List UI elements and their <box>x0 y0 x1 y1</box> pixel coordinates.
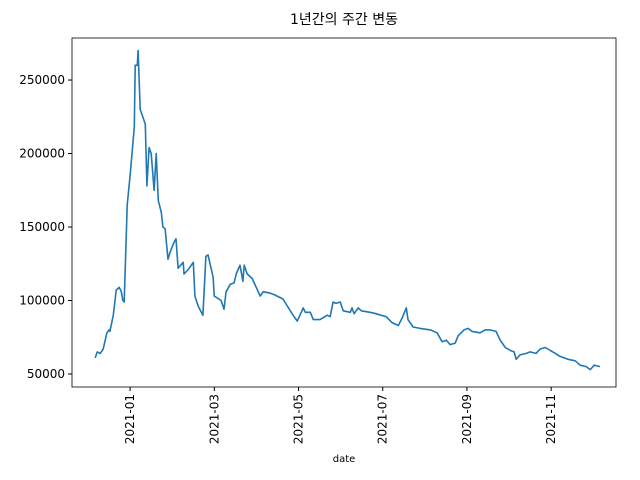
x-tick-label: 2021-05 <box>292 394 306 444</box>
x-tick-label: 2021-03 <box>207 394 221 444</box>
data-line <box>94 49 601 371</box>
x-tick-label: 2021-07 <box>376 394 390 444</box>
x-axis-label: date <box>333 454 356 465</box>
y-tick-label: 150000 <box>19 220 65 234</box>
y-tick-label: 50000 <box>27 367 65 381</box>
y-tick-label: 250000 <box>19 73 65 87</box>
x-tick-label: 2021-01 <box>123 394 137 444</box>
x-tick-label: 2021-11 <box>544 394 558 444</box>
plot-frame <box>71 37 617 388</box>
y-tick-label: 100000 <box>19 294 65 308</box>
x-tick-label: 2021-09 <box>460 394 474 444</box>
chart-title: 1년간의 주간 변동 <box>290 12 398 28</box>
y-tick-label: 200000 <box>19 147 65 161</box>
